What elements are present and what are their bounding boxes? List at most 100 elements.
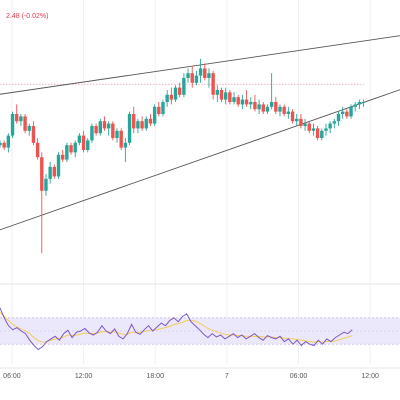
- candle-body: [249, 102, 253, 105]
- x-tick-label: 06:00: [290, 373, 308, 380]
- candle-body: [69, 145, 73, 153]
- time-axis: 06:00 12:00 18:00 7 06:00 12:00: [0, 367, 400, 380]
- candle-body: [40, 157, 44, 191]
- candle-body: [207, 73, 211, 78]
- candle-body: [165, 94, 169, 102]
- x-tick-label: 06:00: [3, 373, 21, 380]
- candle-body: [94, 126, 98, 134]
- candle-body: [148, 118, 153, 124]
- candle-body: [35, 142, 40, 158]
- candle-body: [182, 78, 186, 95]
- candle-body: [215, 90, 220, 95]
- candle-body: [332, 121, 337, 124]
- candle-body: [194, 75, 199, 83]
- candle-body: [27, 126, 31, 131]
- trendline: [0, 35, 400, 95]
- candle-body: [240, 99, 245, 105]
- candle-body: [361, 102, 366, 103]
- candle-body: [357, 102, 362, 105]
- candle-body: [169, 94, 174, 100]
- candle-body: [340, 111, 345, 114]
- oscillator-pane: [0, 307, 400, 351]
- candle-body: [324, 128, 328, 131]
- candle-body: [303, 123, 307, 126]
- candle-body: [56, 154, 61, 177]
- candle-body: [173, 87, 178, 100]
- candle-body: [232, 97, 236, 102]
- candle-body: [44, 178, 48, 191]
- candle-body: [282, 106, 286, 114]
- candle-body: [198, 68, 203, 76]
- candle-body: [328, 123, 332, 129]
- candle-body: [65, 145, 69, 160]
- x-tick-label: 12:00: [75, 373, 93, 380]
- candle-body: [77, 135, 82, 143]
- candle-body: [228, 92, 232, 102]
- candle-body: [307, 123, 311, 131]
- candle-body: [119, 130, 123, 148]
- candle-body: [136, 121, 140, 129]
- oscillator-main-line: [0, 307, 353, 351]
- candle-body: [19, 116, 23, 122]
- candle-body: [106, 123, 111, 129]
- candle-body: [186, 73, 190, 78]
- candle-body: [211, 73, 215, 95]
- candle-body: [295, 118, 299, 122]
- candle-body: [6, 135, 11, 148]
- oscillator-signal-line: [0, 312, 353, 343]
- candle-body: [15, 114, 19, 122]
- candle-body: [349, 106, 353, 117]
- trendline: [0, 89, 400, 231]
- candle-body: [157, 106, 161, 114]
- candle-body: [48, 166, 52, 179]
- candle-body: [290, 111, 295, 122]
- candle-body: [0, 142, 2, 146]
- candle-body: [73, 142, 77, 153]
- candle-body: [86, 140, 90, 150]
- candle-body: [81, 135, 86, 150]
- candle-body: [178, 87, 182, 95]
- candle-body: [261, 104, 265, 112]
- candle-body: [52, 166, 57, 177]
- candle-body: [278, 106, 282, 112]
- candle-body: [132, 114, 136, 129]
- candle-body: [60, 154, 65, 160]
- candle-body: [269, 102, 274, 107]
- candle-body: [336, 114, 341, 122]
- candle-body: [161, 102, 165, 114]
- candle-body: [90, 126, 94, 141]
- candle-body: [353, 104, 357, 107]
- candle-body: [257, 104, 261, 110]
- candle-body: [115, 130, 119, 138]
- candle-body: [315, 128, 320, 138]
- x-tick-label: 12:00: [361, 373, 379, 380]
- candle-body: [274, 102, 278, 112]
- candle-body: [320, 130, 324, 138]
- candle-body: [152, 106, 157, 124]
- candle-body: [127, 114, 132, 143]
- candle-body: [2, 142, 6, 148]
- x-tick-label: 7: [225, 373, 229, 380]
- candle-body: [111, 123, 115, 138]
- candle-body: [253, 102, 257, 110]
- candle-body: [10, 114, 15, 136]
- candle-body: [31, 126, 36, 143]
- candle-body: [23, 116, 27, 131]
- candle-body: [286, 111, 291, 114]
- candle-body: [311, 128, 316, 131]
- candle-body: [140, 121, 144, 129]
- candle-body: [203, 68, 207, 78]
- candle-body: [299, 118, 303, 126]
- candle-body: [244, 99, 249, 105]
- candle-body: [144, 118, 148, 129]
- x-tick-label: 18:00: [146, 373, 164, 380]
- candle-body: [123, 142, 128, 148]
- candle-body: [223, 92, 228, 100]
- candle-body: [98, 121, 102, 134]
- price-change-label: 2.48 (-0.02%): [6, 13, 48, 20]
- candle-body: [345, 111, 349, 117]
- candle-body: [265, 106, 270, 112]
- price-pane: [0, 0, 400, 364]
- candle-body: [102, 121, 107, 129]
